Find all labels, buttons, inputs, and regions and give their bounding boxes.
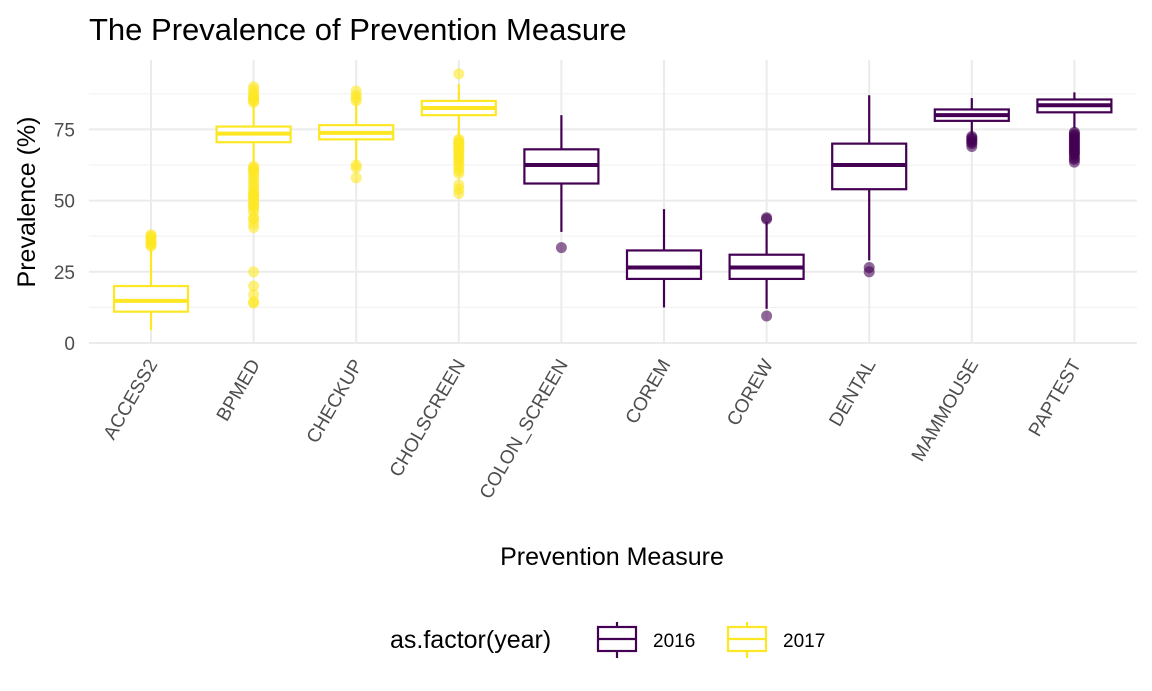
y-tick-label: 25 xyxy=(54,263,75,284)
box-paptest xyxy=(1036,92,1113,168)
grid xyxy=(89,60,1137,344)
y-axis-ticks: 0 25 50 75 xyxy=(54,120,75,355)
legend-label: 2016 xyxy=(653,631,695,652)
outlier-point xyxy=(248,81,260,93)
y-tick-label: 75 xyxy=(54,120,75,141)
x-tick-label: COREW xyxy=(723,356,778,430)
box-bpmed xyxy=(215,81,292,309)
outlier-point xyxy=(761,310,773,322)
outlier-point xyxy=(248,280,260,292)
box-checkup xyxy=(318,85,395,184)
outlier-point xyxy=(350,85,362,97)
outlier-point xyxy=(453,179,465,191)
box-mammouse xyxy=(933,98,1010,152)
outlier-point xyxy=(453,68,465,80)
x-tick-label: MAMMOUSE xyxy=(908,356,983,465)
x-tick-label: CHOLSCREEN xyxy=(386,356,470,481)
y-axis-title: Prevalence (%) xyxy=(13,117,41,288)
box-corem xyxy=(625,209,703,308)
legend-keys: 2016 2017 xyxy=(596,622,825,658)
box-corew xyxy=(728,212,805,322)
legend-key-2017: 2017 xyxy=(726,622,825,658)
outlier-point xyxy=(761,212,773,224)
outlier-point xyxy=(863,262,875,274)
x-axis-ticks: ACCESS2 BPMED CHECKUP CHOLSCREEN COLON_SCREE… xyxy=(100,356,1086,503)
box-colon_screen xyxy=(523,115,600,254)
boxes xyxy=(112,68,1113,331)
outlier-point xyxy=(555,242,567,254)
box-access2 xyxy=(112,229,190,331)
x-tick-label: CHECKUP xyxy=(303,356,368,447)
outlier-point xyxy=(248,266,260,278)
x-tick-label: PAPTEST xyxy=(1025,356,1086,441)
x-axis-title: Prevention Measure xyxy=(500,543,724,571)
y-tick-label: 0 xyxy=(64,334,75,355)
outlier-point xyxy=(1068,126,1080,138)
outlier-point xyxy=(350,172,362,184)
outlier-point xyxy=(145,229,157,241)
legend: as.factor(year) 2016 2017 xyxy=(390,622,825,658)
x-tick-label: DENTAL xyxy=(826,356,881,430)
x-tick-label: ACCESS2 xyxy=(100,356,163,443)
outlier-point xyxy=(248,289,260,301)
outlier-point xyxy=(966,131,978,143)
y-tick-label: 50 xyxy=(54,192,75,213)
x-tick-label: COREM xyxy=(622,356,676,428)
box-body xyxy=(625,249,703,281)
outlier-point xyxy=(248,160,260,172)
box-cholscreen xyxy=(420,68,497,199)
outlier-point xyxy=(453,133,465,145)
legend-label: 2017 xyxy=(783,631,825,652)
x-tick-label: COLON_SCREEN xyxy=(476,356,573,503)
chart-title: The Prevalence of Prevention Measure xyxy=(89,12,627,47)
outlier-point xyxy=(350,159,362,171)
legend-key-2016: 2016 xyxy=(596,622,695,658)
legend-title: as.factor(year) xyxy=(390,626,551,654)
x-tick-label: BPMED xyxy=(213,356,265,425)
box-dental xyxy=(831,95,908,278)
